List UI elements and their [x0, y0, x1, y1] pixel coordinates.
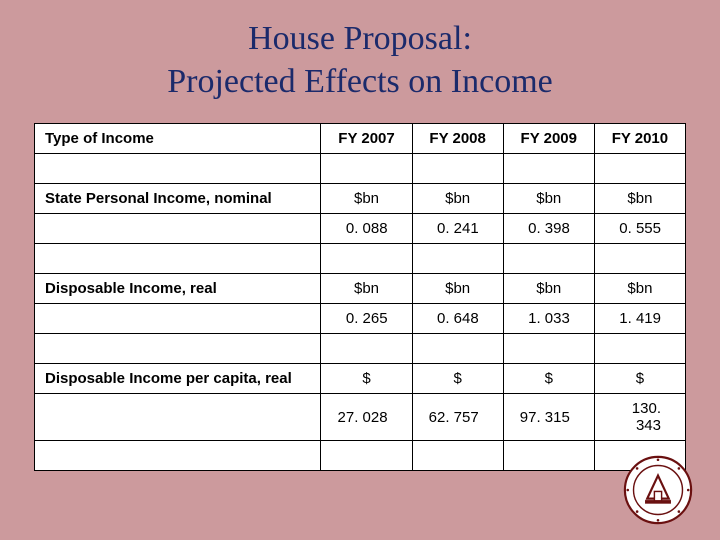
row-label: Disposable Income per capita, real [35, 364, 321, 394]
row-unit: $ [412, 364, 503, 394]
income-table-wrap: Type of Income FY 2007 FY 2008 FY 2009 F… [34, 123, 686, 471]
table-row: 0. 265 0. 648 1. 033 1. 419 [35, 304, 686, 334]
seal-logo-icon [622, 454, 694, 526]
row-value: 0. 398 [503, 214, 594, 244]
row-unit: $bn [503, 274, 594, 304]
row-unit: $bn [503, 184, 594, 214]
row-value: 0. 088 [321, 214, 412, 244]
row-value: 0. 555 [594, 214, 685, 244]
row-value: 0. 241 [412, 214, 503, 244]
row-unit: $ [321, 364, 412, 394]
row-unit: $bn [321, 184, 412, 214]
row-unit: $bn [412, 184, 503, 214]
spacer-row [35, 334, 686, 364]
table-header-row: Type of Income FY 2007 FY 2008 FY 2009 F… [35, 124, 686, 154]
header-type: Type of Income [35, 124, 321, 154]
page-title: House Proposal: Projected Effects on Inc… [0, 0, 720, 103]
table-row: Disposable Income per capita, real $ $ $… [35, 364, 686, 394]
row-value: 130. 343 [594, 394, 685, 441]
header-year: FY 2009 [503, 124, 594, 154]
table-row: 0. 088 0. 241 0. 398 0. 555 [35, 214, 686, 244]
spacer-row [35, 441, 686, 471]
header-year: FY 2008 [412, 124, 503, 154]
income-table: Type of Income FY 2007 FY 2008 FY 2009 F… [34, 123, 686, 471]
table-row: Disposable Income, real $bn $bn $bn $bn [35, 274, 686, 304]
row-value: 0. 265 [321, 304, 412, 334]
row-unit: $ [503, 364, 594, 394]
row-unit: $bn [412, 274, 503, 304]
title-line1: House Proposal: [248, 20, 472, 57]
row-value: 62. 757 [412, 394, 503, 441]
header-year: FY 2007 [321, 124, 412, 154]
row-unit: $bn [594, 274, 685, 304]
table-row: 27. 028 62. 757 97. 315 130. 343 [35, 394, 686, 441]
title-line2: Projected Effects on Income [167, 63, 553, 100]
row-value: 1. 033 [503, 304, 594, 334]
row-unit: $bn [594, 184, 685, 214]
row-value: 27. 028 [321, 394, 412, 441]
row-value: 97. 315 [503, 394, 594, 441]
row-label: Disposable Income, real [35, 274, 321, 304]
table-body: State Personal Income, nominal $bn $bn $… [35, 154, 686, 471]
row-label: State Personal Income, nominal [35, 184, 321, 214]
row-value: 0. 648 [412, 304, 503, 334]
spacer-row [35, 154, 686, 184]
spacer-row [35, 244, 686, 274]
row-value: 1. 419 [594, 304, 685, 334]
table-row: State Personal Income, nominal $bn $bn $… [35, 184, 686, 214]
row-unit: $bn [321, 274, 412, 304]
row-unit: $ [594, 364, 685, 394]
header-year: FY 2010 [594, 124, 685, 154]
